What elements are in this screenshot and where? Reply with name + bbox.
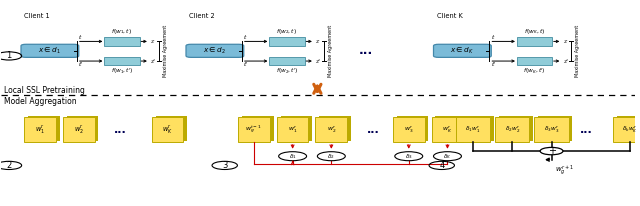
Text: 1: 1 — [6, 52, 12, 60]
Text: 3: 3 — [222, 161, 227, 170]
Text: t: t — [244, 35, 246, 40]
Text: $\delta_3 w_3^r$: $\delta_3 w_3^r$ — [544, 124, 559, 135]
FancyBboxPatch shape — [538, 116, 573, 141]
Text: $x \in d_K$: $x \in d_K$ — [451, 46, 474, 56]
Text: $w_K^r$: $w_K^r$ — [442, 124, 452, 135]
Text: $\delta_2$: $\delta_2$ — [328, 152, 335, 161]
Text: 2: 2 — [6, 161, 12, 170]
Text: Client 2: Client 2 — [189, 13, 215, 19]
Text: 4: 4 — [439, 161, 444, 170]
FancyBboxPatch shape — [238, 117, 270, 142]
Text: $w_3^r$: $w_3^r$ — [404, 124, 413, 135]
FancyBboxPatch shape — [433, 44, 492, 57]
Text: t': t' — [79, 62, 83, 67]
FancyBboxPatch shape — [393, 117, 424, 142]
Circle shape — [540, 147, 563, 155]
FancyBboxPatch shape — [617, 116, 640, 141]
Text: z': z' — [563, 59, 568, 64]
Text: Local SSL Pretraining: Local SSL Pretraining — [4, 86, 84, 95]
Text: ...: ... — [115, 125, 127, 135]
Text: Client 1: Client 1 — [24, 13, 50, 19]
FancyBboxPatch shape — [516, 57, 552, 65]
Text: z: z — [150, 39, 154, 44]
FancyBboxPatch shape — [269, 37, 305, 46]
FancyBboxPatch shape — [21, 44, 79, 57]
Text: z': z' — [150, 59, 156, 64]
FancyBboxPatch shape — [269, 57, 305, 65]
FancyBboxPatch shape — [613, 117, 640, 142]
Text: $f(w_2,t)$: $f(w_2,t)$ — [276, 27, 298, 36]
FancyBboxPatch shape — [499, 116, 533, 141]
FancyBboxPatch shape — [319, 116, 351, 141]
FancyBboxPatch shape — [242, 116, 273, 141]
Text: $w_1^r$: $w_1^r$ — [35, 123, 45, 136]
Text: t': t' — [492, 62, 495, 67]
Text: $\delta_1 w_1^r$: $\delta_1 w_1^r$ — [465, 124, 481, 135]
FancyBboxPatch shape — [104, 37, 140, 46]
Text: Maximise Agreement: Maximise Agreement — [163, 25, 168, 77]
FancyBboxPatch shape — [104, 57, 140, 65]
Text: $\delta_3$: $\delta_3$ — [405, 152, 413, 161]
Text: Client K: Client K — [436, 13, 463, 19]
Text: Maximise Agreement: Maximise Agreement — [575, 25, 580, 77]
Text: $x \in d_1$: $x \in d_1$ — [38, 46, 61, 56]
FancyBboxPatch shape — [276, 117, 308, 142]
FancyBboxPatch shape — [397, 116, 428, 141]
Text: $\delta_K$: $\delta_K$ — [443, 152, 452, 161]
FancyBboxPatch shape — [435, 116, 467, 141]
FancyBboxPatch shape — [28, 116, 60, 141]
FancyBboxPatch shape — [152, 117, 184, 142]
Text: z': z' — [316, 59, 321, 64]
FancyBboxPatch shape — [24, 117, 56, 142]
Text: $w_2^r$: $w_2^r$ — [74, 123, 84, 136]
Text: ...: ... — [367, 125, 380, 135]
Text: Maximise Agreement: Maximise Agreement — [328, 25, 333, 77]
Text: $w_g^{r+1}$: $w_g^{r+1}$ — [555, 163, 573, 178]
FancyBboxPatch shape — [63, 117, 95, 142]
Text: t: t — [79, 35, 81, 40]
Text: $\delta_2 w_2^r$: $\delta_2 w_2^r$ — [504, 124, 520, 135]
FancyBboxPatch shape — [186, 44, 244, 57]
Text: t': t' — [244, 62, 248, 67]
Text: $\delta_1$: $\delta_1$ — [289, 152, 296, 161]
Text: Model Aggregation: Model Aggregation — [4, 97, 77, 106]
FancyBboxPatch shape — [495, 117, 529, 142]
Text: $\delta_k w_K^r$: $\delta_k w_K^r$ — [622, 124, 638, 135]
Text: $w_2^r$: $w_2^r$ — [326, 124, 336, 135]
FancyBboxPatch shape — [534, 117, 569, 142]
FancyBboxPatch shape — [280, 116, 312, 141]
Text: $w_g^{t-1}$: $w_g^{t-1}$ — [246, 124, 262, 136]
Text: t: t — [492, 35, 493, 40]
FancyBboxPatch shape — [460, 116, 494, 141]
Text: ...: ... — [579, 125, 592, 135]
FancyBboxPatch shape — [431, 117, 463, 142]
FancyBboxPatch shape — [316, 117, 347, 142]
Text: $f(w_K,t)$: $f(w_K,t)$ — [524, 27, 545, 36]
Text: $f(w_1,t)$: $f(w_1,t)$ — [111, 27, 132, 36]
Text: ...: ... — [358, 44, 372, 57]
Text: $x \in d_2$: $x \in d_2$ — [204, 46, 227, 56]
FancyBboxPatch shape — [516, 37, 552, 46]
Text: z: z — [316, 39, 319, 44]
Text: $f(w_2,t')$: $f(w_2,t')$ — [276, 66, 298, 76]
Text: $f(w_K,t')$: $f(w_K,t')$ — [523, 66, 546, 76]
Text: $w_K^r$: $w_K^r$ — [162, 123, 173, 136]
Text: z: z — [563, 39, 566, 44]
Text: $f(w_1,t')$: $f(w_1,t')$ — [111, 66, 133, 76]
FancyBboxPatch shape — [456, 117, 490, 142]
Text: $w_1^r$: $w_1^r$ — [288, 124, 298, 135]
FancyBboxPatch shape — [156, 116, 188, 141]
FancyBboxPatch shape — [67, 116, 99, 141]
Text: +: + — [548, 146, 556, 156]
